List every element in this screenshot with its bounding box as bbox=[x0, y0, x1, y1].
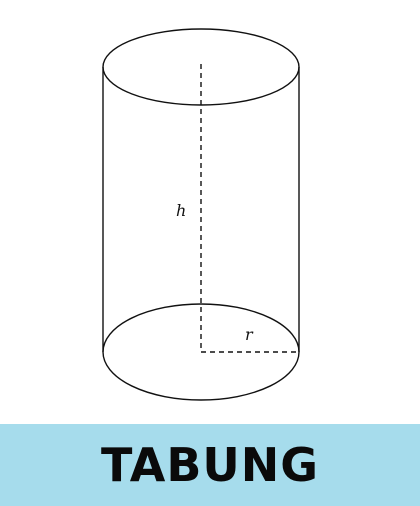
banner-title: TABUNG bbox=[100, 438, 320, 492]
cylinder-diagram: h r bbox=[102, 28, 300, 401]
height-label: h bbox=[176, 201, 186, 220]
radius-label: r bbox=[245, 325, 254, 344]
cylinder-bottom-face bbox=[102, 303, 300, 401]
title-banner: TABUNG bbox=[0, 424, 420, 506]
